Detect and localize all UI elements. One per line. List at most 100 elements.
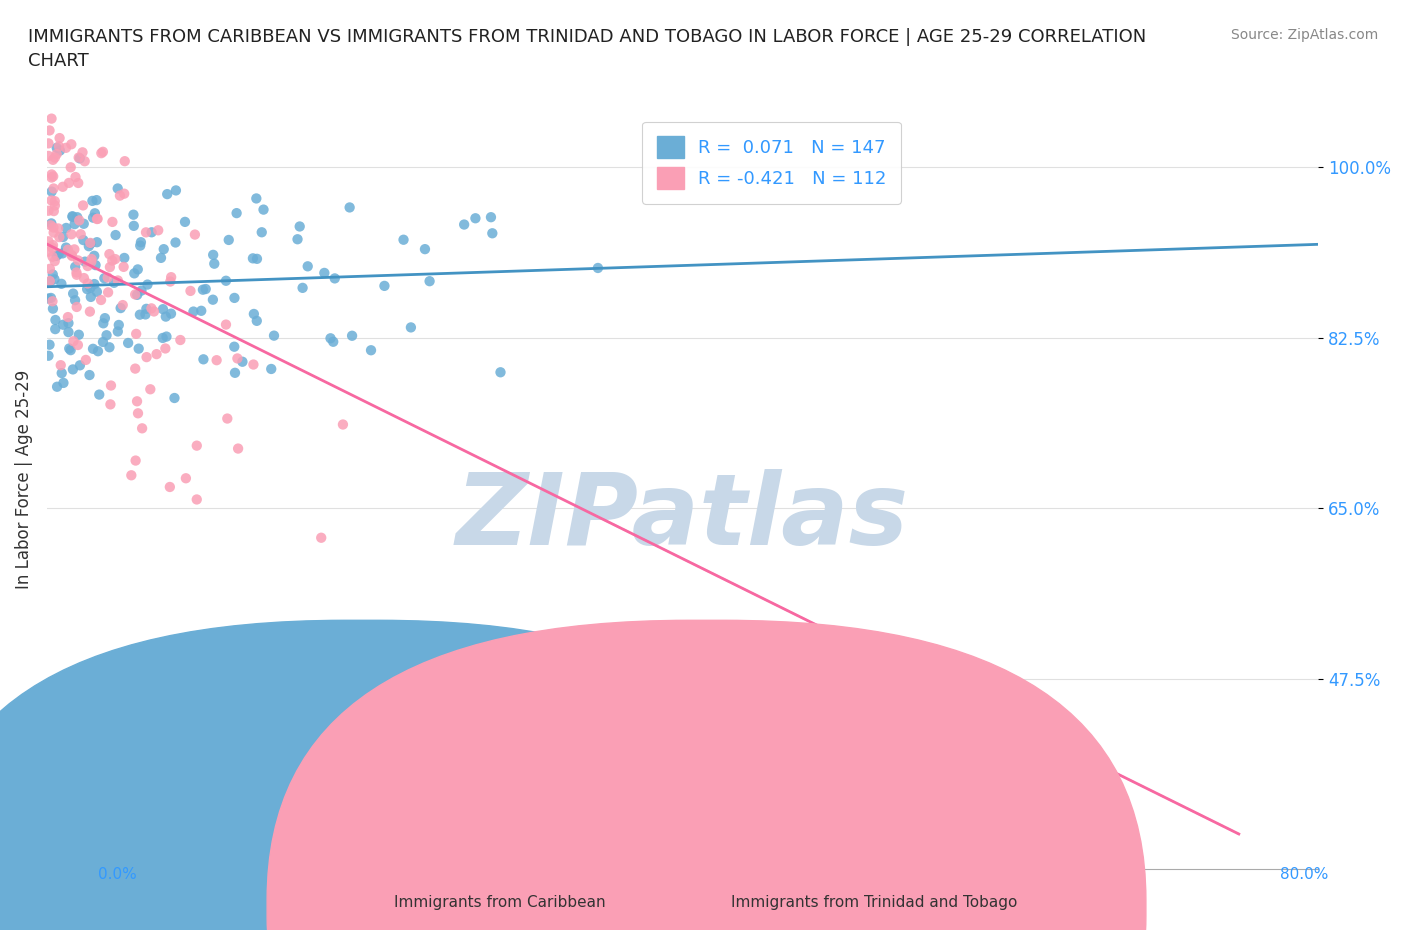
Immigrants from Trinidad and Tobago: [46, 221, 69, 236]
Immigrants from Caribbean: [51, 365, 73, 380]
Immigrants from Trinidad and Tobago: [98, 246, 121, 261]
Immigrants from Caribbean: [82, 341, 104, 356]
Immigrants from Trinidad and Tobago: [101, 253, 124, 268]
Immigrants from Trinidad and Tobago: [101, 215, 124, 230]
Immigrants from Caribbean: [135, 301, 157, 316]
Immigrants from Trinidad and Tobago: [155, 341, 177, 356]
Immigrants from Caribbean: [586, 260, 609, 275]
Immigrants from Trinidad and Tobago: [90, 146, 112, 161]
Immigrants from Caribbean: [63, 259, 86, 274]
Immigrants from Caribbean: [83, 276, 105, 291]
Immigrants from Trinidad and Tobago: [124, 361, 146, 376]
Immigrants from Caribbean: [91, 316, 114, 331]
Immigrants from Caribbean: [152, 301, 174, 316]
Immigrants from Caribbean: [42, 267, 65, 282]
Immigrants from Caribbean: [83, 248, 105, 263]
Immigrants from Caribbean: [52, 230, 75, 245]
Immigrants from Caribbean: [103, 275, 125, 290]
Immigrants from Caribbean: [96, 327, 118, 342]
Immigrants from Trinidad and Tobago: [49, 358, 72, 373]
Immigrants from Trinidad and Tobago: [44, 193, 66, 208]
Immigrants from Caribbean: [127, 262, 149, 277]
Immigrants from Caribbean: [224, 290, 246, 305]
Immigrants from Caribbean: [69, 358, 91, 373]
Immigrants from Trinidad and Tobago: [135, 350, 157, 365]
Immigrants from Trinidad and Tobago: [76, 276, 98, 291]
Immigrants from Caribbean: [218, 232, 240, 247]
Immigrants from Trinidad and Tobago: [159, 274, 181, 289]
Immigrants from Trinidad and Tobago: [217, 411, 239, 426]
Immigrants from Caribbean: [413, 242, 436, 257]
Immigrants from Trinidad and Tobago: [107, 273, 129, 288]
Immigrants from Caribbean: [183, 304, 205, 319]
Immigrants from Caribbean: [174, 215, 197, 230]
Immigrants from Caribbean: [481, 226, 503, 241]
Text: Immigrants from Trinidad and Tobago: Immigrants from Trinidad and Tobago: [731, 895, 1018, 910]
Immigrants from Caribbean: [46, 379, 69, 394]
Immigrants from Caribbean: [42, 301, 65, 316]
Immigrants from Trinidad and Tobago: [67, 253, 90, 268]
Immigrants from Trinidad and Tobago: [66, 338, 89, 352]
Immigrants from Trinidad and Tobago: [73, 271, 96, 286]
Immigrants from Caribbean: [373, 278, 395, 293]
Immigrants from Caribbean: [165, 235, 187, 250]
Immigrants from Caribbean: [107, 181, 129, 196]
Immigrants from Trinidad and Tobago: [39, 218, 62, 232]
Immigrants from Caribbean: [55, 220, 77, 235]
Immigrants from Trinidad and Tobago: [42, 220, 65, 235]
Immigrants from Trinidad and Tobago: [48, 230, 70, 245]
Immigrants from Caribbean: [129, 234, 152, 249]
Immigrants from Caribbean: [224, 339, 246, 354]
Immigrants from Trinidad and Tobago: [100, 379, 122, 393]
Immigrants from Trinidad and Tobago: [38, 123, 60, 138]
Immigrants from Caribbean: [41, 216, 63, 231]
Immigrants from Trinidad and Tobago: [159, 480, 181, 495]
Immigrants from Caribbean: [77, 239, 100, 254]
Immigrants from Caribbean: [45, 140, 67, 155]
Immigrants from Caribbean: [245, 191, 267, 206]
Immigrants from Caribbean: [263, 328, 285, 343]
Immigrants from Trinidad and Tobago: [215, 317, 238, 332]
Immigrants from Caribbean: [202, 247, 225, 262]
Immigrants from Trinidad and Tobago: [41, 112, 63, 126]
Immigrants from Trinidad and Tobago: [41, 240, 63, 255]
Immigrants from Trinidad and Tobago: [120, 468, 142, 483]
Immigrants from Caribbean: [86, 193, 108, 207]
Immigrants from Caribbean: [117, 336, 139, 351]
Immigrants from Trinidad and Tobago: [42, 153, 65, 167]
Immigrants from Caribbean: [322, 334, 344, 349]
Immigrants from Caribbean: [242, 251, 264, 266]
Immigrants from Caribbean: [225, 206, 247, 220]
Immigrants from Caribbean: [243, 307, 266, 322]
Immigrants from Caribbean: [191, 283, 214, 298]
Immigrants from Trinidad and Tobago: [67, 150, 90, 165]
Immigrants from Trinidad and Tobago: [131, 421, 153, 436]
Immigrants from Caribbean: [45, 248, 67, 263]
Immigrants from Caribbean: [131, 283, 153, 298]
Text: Immigrants from Caribbean: Immigrants from Caribbean: [394, 895, 606, 910]
Immigrants from Caribbean: [193, 352, 215, 366]
Immigrants from Caribbean: [83, 206, 105, 220]
Immigrants from Caribbean: [51, 276, 73, 291]
Immigrants from Trinidad and Tobago: [125, 326, 148, 341]
Immigrants from Trinidad and Tobago: [37, 149, 59, 164]
Immigrants from Caribbean: [340, 328, 363, 343]
Immigrants from Caribbean: [48, 246, 70, 261]
Immigrants from Caribbean: [49, 143, 72, 158]
Immigrants from Caribbean: [58, 325, 80, 339]
Immigrants from Caribbean: [287, 232, 309, 246]
Immigrants from Trinidad and Tobago: [45, 147, 67, 162]
Immigrants from Trinidad and Tobago: [42, 169, 65, 184]
Immigrants from Trinidad and Tobago: [37, 136, 59, 151]
Immigrants from Caribbean: [62, 362, 84, 377]
Immigrants from Trinidad and Tobago: [66, 299, 89, 314]
Immigrants from Caribbean: [112, 250, 135, 265]
Immigrants from Caribbean: [314, 265, 336, 280]
Immigrants from Trinidad and Tobago: [332, 417, 354, 432]
Immigrants from Caribbean: [152, 330, 174, 345]
Immigrants from Trinidad and Tobago: [67, 213, 90, 228]
Text: 0.0%: 0.0%: [98, 867, 138, 882]
Immigrants from Caribbean: [66, 210, 89, 225]
Immigrants from Caribbean: [260, 362, 283, 377]
Immigrants from Trinidad and Tobago: [42, 181, 65, 196]
